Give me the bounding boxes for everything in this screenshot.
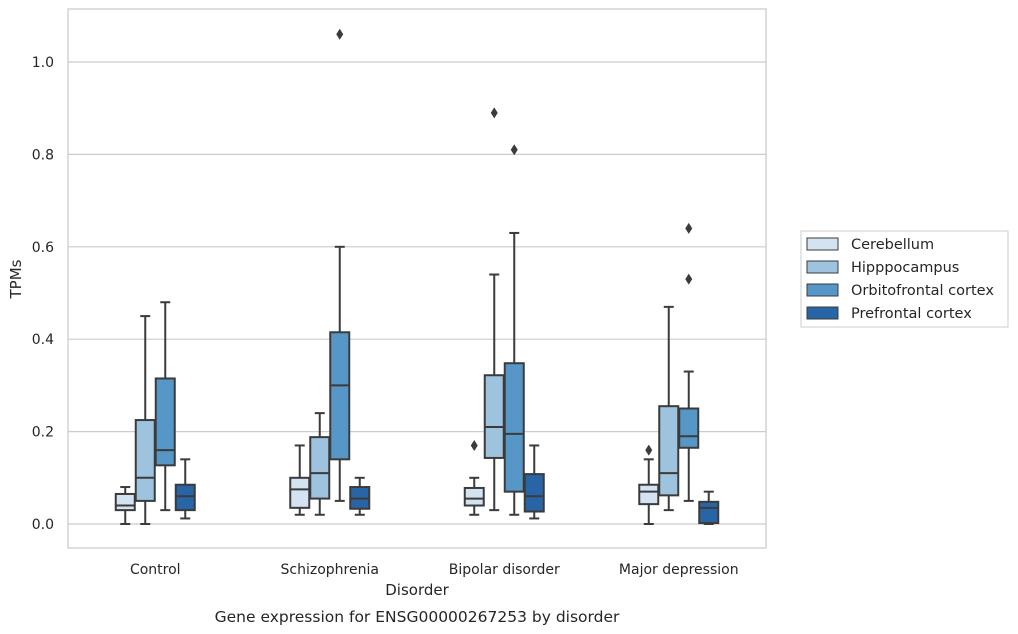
box-hipppocampus [658, 305, 680, 512]
box-cerebellum [638, 444, 660, 525]
legend-label: Hipppocampus [851, 260, 959, 276]
boxes [114, 28, 720, 525]
x-tick-labels: Control Schizophrenia Bipolar disorder Majo… [130, 562, 739, 578]
legend-label: Prefrontal cortex [851, 306, 972, 322]
box-prefrontal-cortex [174, 458, 196, 520]
legend-swatch [806, 260, 839, 274]
outlier-point [685, 273, 693, 285]
y-tick-label: 0.6 [32, 240, 54, 256]
box-iqr [678, 407, 700, 449]
box-iqr [154, 377, 176, 467]
box-cerebellum [114, 486, 136, 525]
y-tick-labels: 0.0 0.2 0.4 0.6 0.8 1.0 [32, 55, 54, 533]
outlier-point [336, 28, 344, 40]
box-iqr [289, 476, 311, 509]
box-iqr [309, 436, 331, 500]
box-iqr [134, 419, 156, 502]
legend: Cerebellum Hipppocampus Orbitofrontal cort… [800, 230, 1009, 328]
box-prefrontal-cortex [698, 490, 720, 525]
x-tick-label: Major depression [619, 562, 739, 578]
figure-caption: Gene expression for ENSG00000267253 by d… [215, 608, 620, 626]
outlier-point [470, 439, 478, 451]
y-tick-label: 0.4 [32, 332, 54, 348]
box-iqr [114, 492, 136, 512]
legend-swatch [806, 306, 839, 320]
box-iqr [503, 362, 525, 493]
box-orbitofrontal-cortex [503, 144, 525, 516]
x-tick-label: Control [130, 562, 181, 578]
box-iqr [174, 483, 196, 512]
box-iqr [638, 483, 660, 506]
outlier-point [645, 444, 653, 456]
box-iqr [658, 405, 680, 497]
x-axis-title: Disorder [385, 581, 449, 599]
box-orbitofrontal-cortex [678, 222, 700, 502]
box-cerebellum [289, 444, 311, 516]
y-axis-title: TPMs [7, 259, 25, 299]
box-prefrontal-cortex [523, 444, 545, 520]
box-iqr [483, 374, 505, 459]
y-tick-label: 1.0 [32, 55, 54, 71]
box-hipppocampus [134, 315, 156, 525]
legend-swatch [806, 237, 839, 251]
box-orbitofrontal-cortex [329, 28, 351, 502]
plot-frame [67, 8, 767, 549]
box-orbitofrontal-cortex [154, 301, 176, 512]
outlier-point [685, 222, 693, 234]
box-cerebellum [463, 439, 485, 516]
box-iqr [463, 486, 485, 507]
box-iqr [698, 500, 720, 525]
outlier-point [490, 107, 498, 119]
box-hipppocampus [483, 107, 505, 512]
y-tick-label: 0.8 [32, 147, 54, 163]
y-tick-label: 0.2 [32, 425, 54, 441]
box-hipppocampus [309, 412, 331, 516]
outlier-point [510, 144, 518, 156]
y-tick-label: 0.0 [32, 517, 54, 533]
box-iqr [329, 331, 351, 461]
x-tick-label: Schizophrenia [281, 562, 379, 578]
legend-label: Orbitofrontal cortex [851, 283, 994, 299]
legend-label: Cerebellum [851, 237, 934, 253]
box-iqr [523, 473, 545, 513]
x-tick-label: Bipolar disorder [449, 562, 560, 578]
legend-swatch [806, 283, 839, 297]
box-prefrontal-cortex [349, 476, 371, 516]
